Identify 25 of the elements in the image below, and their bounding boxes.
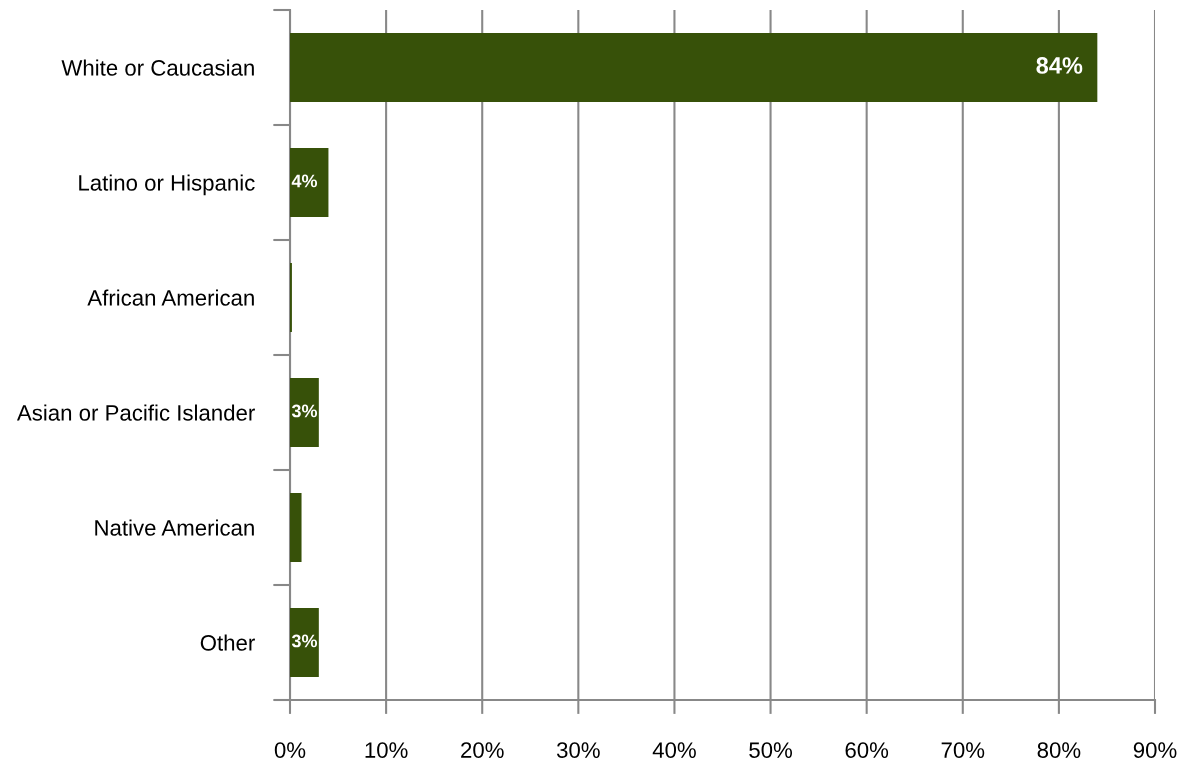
x-tick-label: 40%	[652, 742, 696, 758]
data-label: 4%	[291, 174, 318, 188]
y-tick-label: Asian or Pacific Islander	[16, 404, 255, 421]
bar	[290, 378, 319, 447]
y-tick-label: Native American	[95, 519, 254, 536]
x-tick-label: 50%	[749, 742, 792, 758]
x-tick-label: 10%	[365, 742, 408, 758]
y-tick-label: African American	[87, 289, 254, 306]
bar	[290, 33, 1098, 102]
bar	[290, 493, 302, 562]
x-tick-label: 60%	[845, 742, 889, 758]
data-label: 3%	[291, 634, 318, 648]
x-tick-label: 0%	[274, 742, 306, 758]
y-tick-label: Latino or Hispanic	[79, 174, 255, 196]
x-tick-label: 70%	[941, 742, 985, 758]
bar	[290, 148, 329, 217]
data-label: 84%	[1036, 57, 1083, 74]
y-tick-label: White or Caucasian	[61, 59, 254, 76]
x-tick-label: 20%	[461, 742, 504, 758]
bar	[290, 608, 319, 677]
x-tick-label: 80%	[1037, 742, 1081, 758]
x-tick-label: 90%	[1133, 742, 1177, 758]
x-tick-label: 30%	[556, 742, 600, 758]
data-label: 3%	[291, 404, 318, 418]
y-tick-label: Other	[200, 634, 255, 651]
